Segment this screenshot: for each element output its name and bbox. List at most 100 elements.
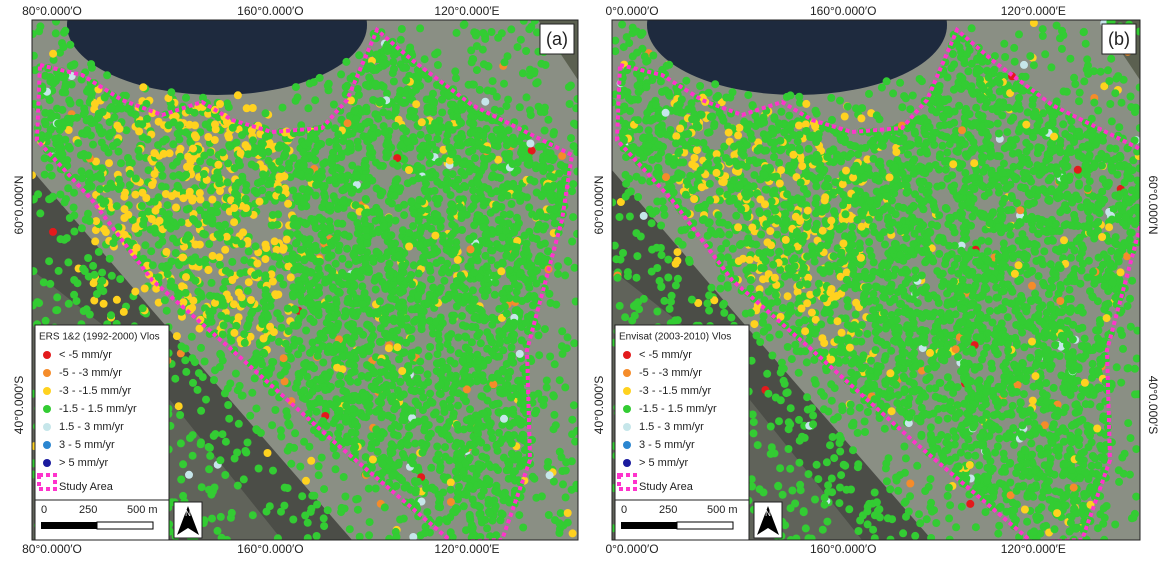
ps-point (248, 308, 256, 316)
ps-point (197, 407, 205, 415)
ps-point (447, 479, 455, 487)
ps-point (436, 342, 444, 350)
ps-point (126, 170, 134, 178)
ps-point (559, 350, 567, 358)
ps-point (386, 333, 394, 341)
ps-point (399, 450, 407, 458)
ps-point (550, 478, 558, 486)
ps-point (456, 203, 464, 211)
ps-point (385, 535, 393, 543)
ps-point (348, 429, 356, 437)
ps-point (219, 430, 227, 438)
ps-point (114, 223, 122, 231)
coord-label-left: 60°0.000′N (12, 175, 26, 234)
ps-point (237, 149, 245, 157)
ps-point (384, 362, 392, 370)
ps-point (339, 137, 347, 145)
ps-point (507, 25, 515, 33)
ps-point (207, 491, 215, 499)
ps-point (518, 336, 526, 344)
ps-point (526, 71, 534, 79)
ps-point (549, 391, 557, 399)
ps-point (376, 162, 384, 170)
ps-point (458, 283, 466, 291)
ps-point (246, 315, 254, 323)
ps-point (233, 192, 241, 200)
ps-point (861, 418, 869, 426)
ps-point (206, 444, 214, 452)
ps-point (354, 506, 362, 514)
ps-point (502, 389, 510, 397)
ps-point (107, 311, 115, 319)
ps-point (523, 247, 531, 255)
ps-point (388, 449, 396, 457)
ps-point (280, 172, 288, 180)
ps-point (101, 144, 109, 152)
ps-point (274, 534, 282, 542)
ps-point (354, 230, 362, 238)
ps-point (281, 151, 289, 159)
ps-point (319, 417, 327, 425)
ps-point (554, 270, 562, 278)
ps-point (439, 232, 447, 240)
ps-point (428, 97, 436, 105)
ps-point (299, 185, 307, 193)
ps-point (361, 209, 369, 217)
ps-point (105, 159, 113, 167)
ps-point (393, 343, 401, 351)
ps-point (476, 274, 484, 282)
ps-point (569, 180, 577, 188)
ps-point (342, 413, 350, 421)
ps-point (194, 386, 202, 394)
ps-point (435, 519, 443, 527)
ps-point (466, 160, 474, 168)
ps-point (397, 36, 405, 44)
legend-label: 3 - 5 mm/yr (59, 439, 115, 451)
ps-point (239, 176, 247, 184)
ps-point (292, 83, 300, 91)
ps-point (435, 158, 443, 166)
ps-point (372, 217, 380, 225)
ps-point (419, 142, 427, 150)
legend-swatch (43, 423, 51, 431)
ps-point (249, 511, 257, 519)
ps-point (436, 503, 444, 511)
ps-point (195, 369, 203, 377)
ps-point (365, 531, 373, 539)
ps-point (217, 513, 225, 521)
ps-point (500, 415, 508, 423)
ps-point (526, 140, 534, 148)
ps-point (653, 308, 661, 316)
ps-point (408, 280, 416, 288)
ps-point (173, 238, 181, 246)
ps-point (503, 251, 511, 259)
ps-point (562, 493, 570, 501)
ps-point (221, 221, 229, 229)
ps-point (384, 412, 392, 420)
ps-point (395, 355, 403, 363)
ps-point (361, 163, 369, 171)
ps-point (448, 220, 456, 228)
ps-point (36, 209, 44, 217)
ps-point (473, 377, 481, 385)
ps-point (462, 344, 470, 352)
ps-point (519, 524, 527, 532)
legend-swatch (43, 459, 51, 467)
ps-point (483, 275, 491, 283)
ps-point (514, 43, 522, 51)
ps-point (264, 180, 272, 188)
ps-point (305, 241, 313, 249)
ps-point (786, 465, 794, 473)
ps-point (915, 510, 923, 518)
ps-point (372, 80, 380, 88)
ps-point (182, 368, 190, 376)
ps-point (911, 532, 919, 540)
ps-point (523, 93, 531, 101)
ps-point (330, 236, 338, 244)
ps-point (230, 300, 238, 308)
ps-point (350, 273, 358, 281)
ps-point (246, 412, 254, 420)
ps-point (570, 401, 578, 409)
ps-point (426, 390, 434, 398)
ps-point (407, 107, 415, 115)
